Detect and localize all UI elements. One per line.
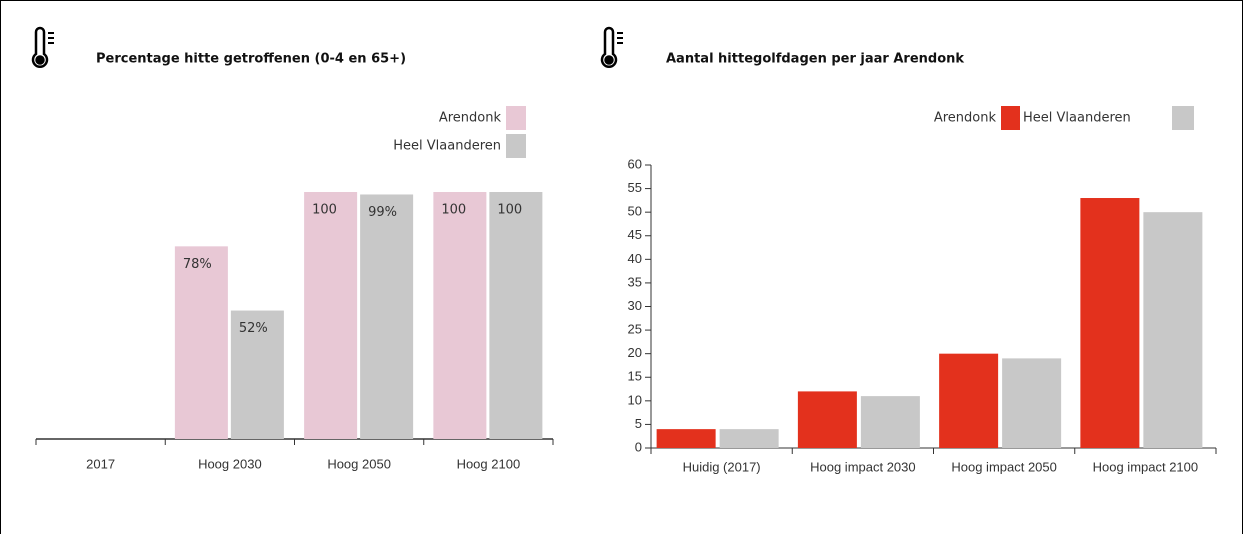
bar [230, 310, 284, 439]
bar [433, 192, 487, 439]
chart-title: Percentage hitte getroffenen (0-4 en 65+… [96, 52, 406, 67]
bar [797, 391, 857, 448]
data-label: 78% [183, 257, 212, 272]
legend-label: Heel Vlaanderen [393, 139, 501, 154]
x-tick-label: Huidig (2017) [683, 459, 761, 474]
data-label: 100 [312, 203, 337, 218]
bar [1143, 212, 1203, 448]
bar [360, 194, 414, 439]
bar [656, 429, 716, 448]
legend-swatch [506, 106, 526, 130]
data-label: 100 [497, 203, 522, 218]
y-tick-label: 45 [628, 227, 642, 242]
bar [304, 192, 358, 439]
y-tick-label: 60 [628, 156, 642, 171]
y-tick-label: 30 [628, 298, 642, 313]
x-tick-label: Hoog impact 2050 [951, 459, 1057, 474]
y-tick-label: 40 [628, 251, 642, 266]
y-tick-label: 55 [628, 180, 642, 195]
chart-title: Aantal hittegolfdagen per jaar Arendonk [666, 52, 964, 67]
bar [174, 246, 228, 439]
x-tick-label: Hoog impact 2100 [1093, 459, 1199, 474]
x-tick-label: Hoog impact 2030 [810, 459, 916, 474]
bar [860, 396, 920, 448]
legend-label: Arendonk [439, 111, 502, 126]
bar [489, 192, 543, 439]
y-tick-label: 0 [635, 439, 642, 454]
bar [1080, 198, 1140, 448]
data-label: 99% [368, 205, 397, 220]
y-tick-label: 35 [628, 274, 642, 289]
y-tick-label: 15 [628, 369, 642, 384]
legend-label: Heel Vlaanderen [1023, 111, 1131, 126]
thermometer-icon [600, 26, 623, 68]
legend-swatch [1001, 106, 1020, 130]
legend-swatch [1172, 106, 1194, 130]
y-tick-label: 50 [628, 204, 642, 219]
x-tick-label: Hoog 2100 [457, 456, 521, 471]
data-label: 100 [441, 203, 466, 218]
bar [719, 429, 779, 448]
x-tick-label: 2017 [86, 456, 115, 471]
legend-label: Arendonk [934, 111, 997, 126]
x-tick-label: Hoog 2030 [198, 456, 262, 471]
y-tick-label: 5 [635, 416, 642, 431]
bar [1002, 358, 1062, 448]
x-tick-label: Hoog 2050 [327, 456, 391, 471]
data-label: 52% [239, 321, 268, 336]
legend-swatch [506, 134, 526, 158]
y-tick-label: 25 [628, 322, 642, 337]
thermometer-icon [31, 26, 54, 68]
y-tick-label: 10 [628, 392, 642, 407]
y-tick-label: 20 [628, 345, 642, 360]
bar [939, 353, 999, 448]
